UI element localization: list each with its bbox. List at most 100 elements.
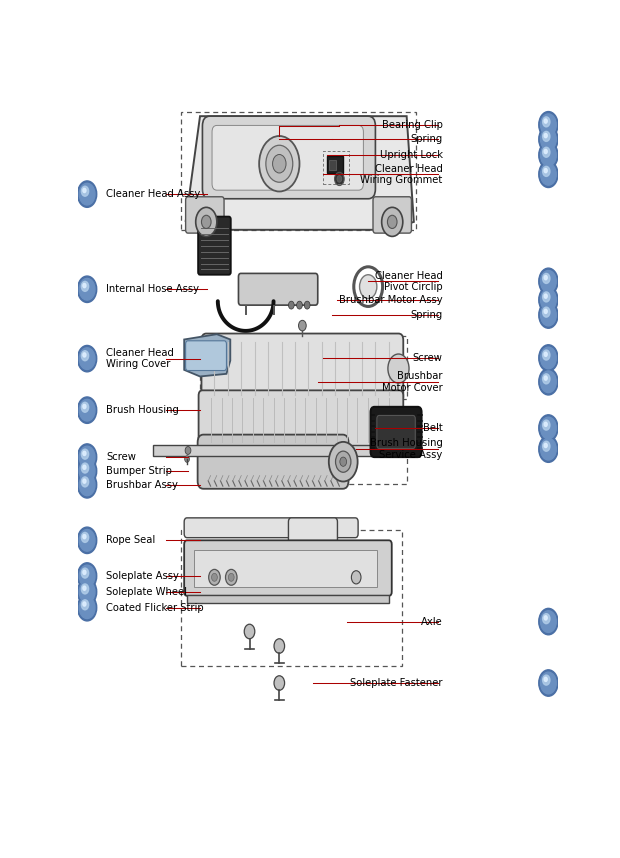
Circle shape <box>544 168 547 172</box>
PathPatch shape <box>185 116 414 230</box>
Circle shape <box>542 148 550 157</box>
Circle shape <box>539 302 558 329</box>
Bar <box>322 150 349 184</box>
Circle shape <box>544 149 547 154</box>
Text: Bumper Strip: Bumper Strip <box>107 466 172 476</box>
Text: Axle: Axle <box>421 617 443 626</box>
Circle shape <box>542 117 550 127</box>
FancyBboxPatch shape <box>202 334 403 403</box>
Circle shape <box>226 570 237 585</box>
Circle shape <box>542 350 550 360</box>
Text: Brush Housing
Service Assy: Brush Housing Service Assy <box>370 438 443 460</box>
Circle shape <box>83 479 86 483</box>
Circle shape <box>79 597 95 619</box>
Circle shape <box>542 374 550 384</box>
Circle shape <box>78 578 97 605</box>
Circle shape <box>541 164 556 185</box>
Circle shape <box>79 399 95 421</box>
Circle shape <box>539 608 558 635</box>
Circle shape <box>541 114 556 136</box>
Circle shape <box>539 268 558 294</box>
Circle shape <box>541 672 556 694</box>
Circle shape <box>340 457 347 467</box>
Text: Screw: Screw <box>413 353 443 363</box>
Circle shape <box>299 320 306 331</box>
Text: Cleaner Head
Wiring Grommet: Cleaner Head Wiring Grommet <box>360 164 443 185</box>
Text: Screw: Screw <box>107 452 136 462</box>
Circle shape <box>185 456 190 462</box>
FancyBboxPatch shape <box>198 435 348 489</box>
Circle shape <box>388 215 397 228</box>
Circle shape <box>541 129 556 150</box>
Bar <box>153 445 403 456</box>
Circle shape <box>539 369 558 395</box>
Circle shape <box>541 438 556 460</box>
Circle shape <box>542 420 550 430</box>
Circle shape <box>329 442 358 481</box>
Circle shape <box>81 402 89 413</box>
Bar <box>181 529 402 666</box>
Circle shape <box>335 451 351 472</box>
Circle shape <box>544 616 547 620</box>
Text: Brushbar Assy: Brushbar Assy <box>107 480 178 490</box>
Circle shape <box>544 444 547 448</box>
Circle shape <box>259 136 299 191</box>
Circle shape <box>542 441 550 451</box>
Circle shape <box>304 301 310 309</box>
Circle shape <box>360 275 377 299</box>
Text: Upright Lock: Upright Lock <box>379 150 443 160</box>
FancyBboxPatch shape <box>239 274 317 305</box>
Circle shape <box>542 292 550 302</box>
Circle shape <box>544 119 547 124</box>
Bar <box>329 160 336 171</box>
Circle shape <box>78 563 97 589</box>
Circle shape <box>542 307 550 317</box>
Text: Spring: Spring <box>410 135 443 144</box>
Circle shape <box>81 584 89 594</box>
Circle shape <box>288 301 294 309</box>
Circle shape <box>539 345 558 372</box>
Circle shape <box>388 354 409 383</box>
Circle shape <box>541 371 556 393</box>
Circle shape <box>544 275 547 280</box>
Circle shape <box>81 477 89 487</box>
Circle shape <box>78 444 97 470</box>
FancyBboxPatch shape <box>198 390 403 449</box>
Circle shape <box>542 274 550 283</box>
Circle shape <box>544 134 547 138</box>
Circle shape <box>79 581 95 602</box>
FancyBboxPatch shape <box>202 116 376 199</box>
Circle shape <box>539 436 558 462</box>
Circle shape <box>544 677 547 681</box>
PathPatch shape <box>184 335 230 377</box>
Text: Internal Hose Assy: Internal Hose Assy <box>107 284 199 294</box>
Circle shape <box>79 446 95 468</box>
Circle shape <box>335 172 344 185</box>
FancyBboxPatch shape <box>212 125 363 190</box>
FancyBboxPatch shape <box>373 196 412 233</box>
Circle shape <box>539 112 558 138</box>
Text: Soleplate Fastener: Soleplate Fastener <box>350 678 443 688</box>
Circle shape <box>78 472 97 498</box>
Circle shape <box>78 346 97 372</box>
Circle shape <box>81 186 89 196</box>
Circle shape <box>337 176 342 182</box>
Circle shape <box>83 188 86 192</box>
Circle shape <box>83 586 86 590</box>
Circle shape <box>81 532 89 542</box>
Circle shape <box>83 451 86 456</box>
FancyBboxPatch shape <box>198 216 231 275</box>
Circle shape <box>541 270 556 293</box>
Circle shape <box>79 184 95 205</box>
FancyBboxPatch shape <box>184 541 392 595</box>
Circle shape <box>79 460 95 482</box>
FancyBboxPatch shape <box>288 518 337 544</box>
Text: Brush Housing: Brush Housing <box>107 405 179 415</box>
Circle shape <box>209 570 220 585</box>
Circle shape <box>83 404 86 408</box>
Circle shape <box>541 144 556 166</box>
Circle shape <box>81 449 89 459</box>
Circle shape <box>539 287 558 313</box>
Circle shape <box>83 602 86 606</box>
Circle shape <box>539 670 558 696</box>
